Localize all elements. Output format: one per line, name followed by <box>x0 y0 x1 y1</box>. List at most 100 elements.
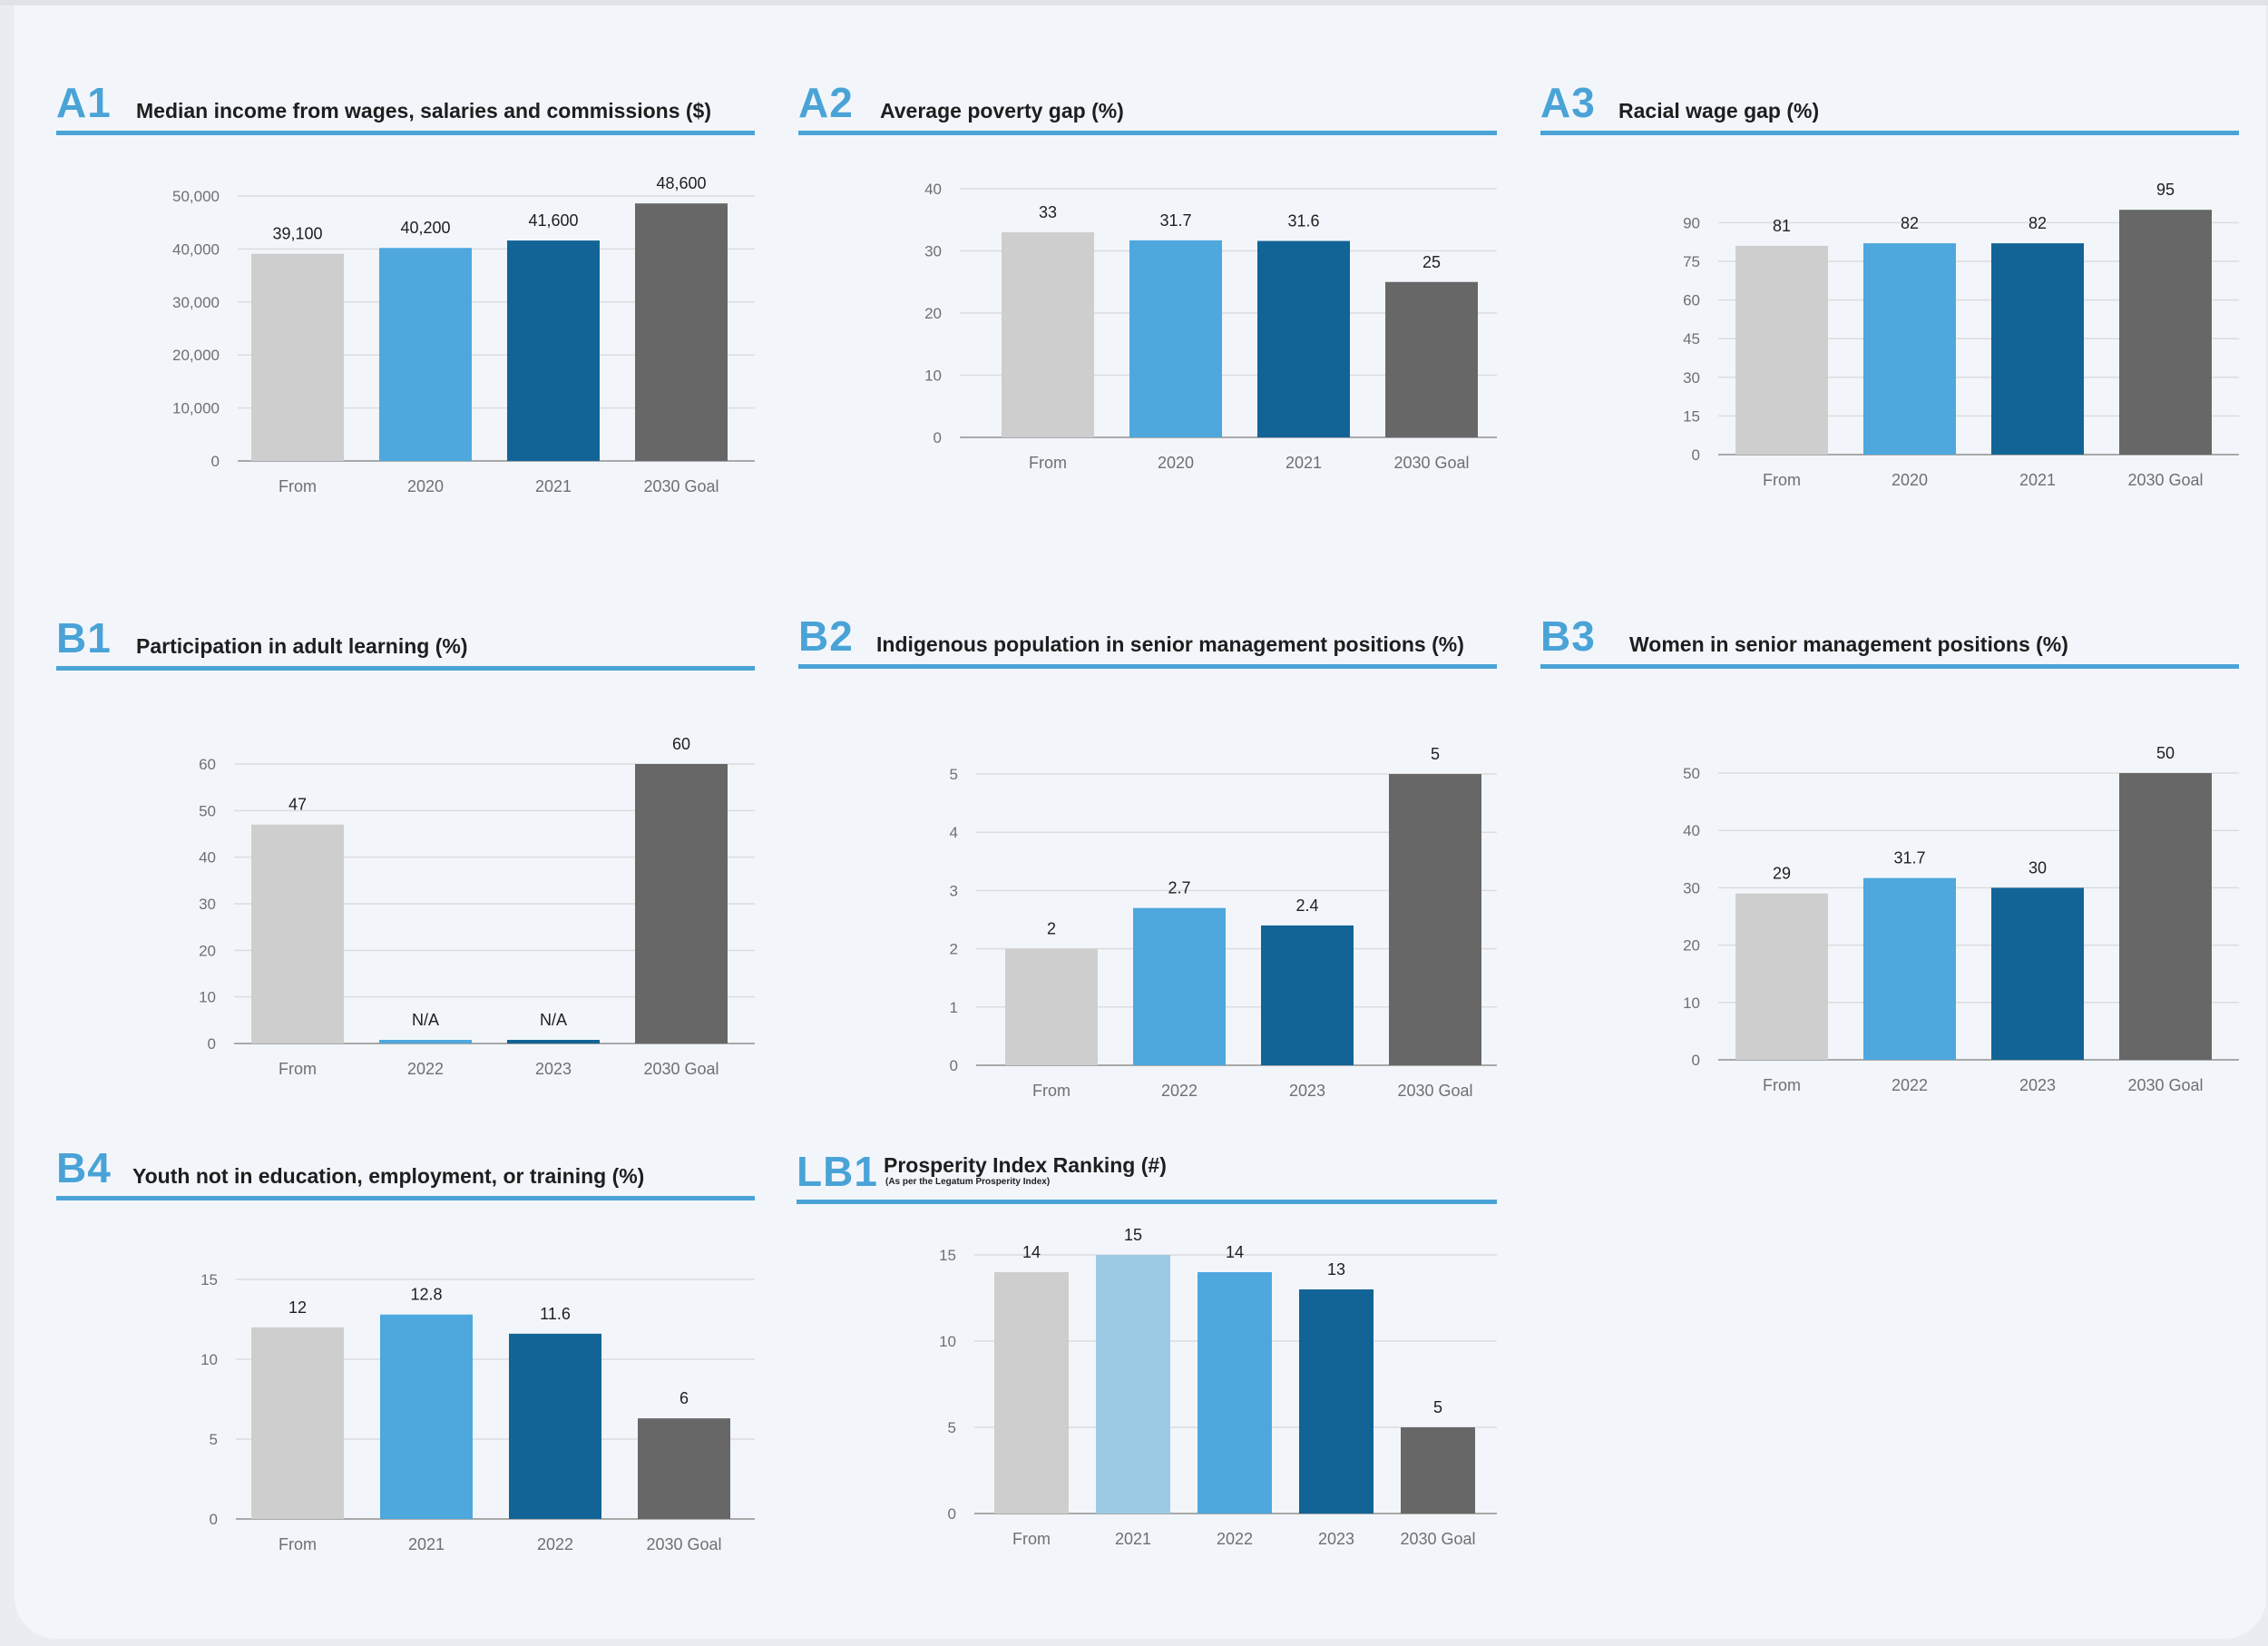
chart-title: Average poverty gap (%) <box>880 99 1124 122</box>
data-label: 12 <box>288 1298 307 1317</box>
y-tick-label: 20 <box>924 305 942 322</box>
data-label: N/A <box>412 1011 439 1029</box>
x-tick-label: 2023 <box>1289 1082 1325 1100</box>
y-tick-label: 40 <box>199 849 216 867</box>
bar <box>1991 887 2084 1060</box>
x-tick-label: 2030 Goal <box>2127 471 2203 489</box>
chart-plot: 0 1 2 3 4 5 2 From 2.7 2022 2.4 2023 5 2030 Goal <box>950 745 1497 1100</box>
y-tick-label: 45 <box>1683 330 1700 348</box>
y-tick-label: 5 <box>210 1431 218 1448</box>
top-strip <box>0 0 2268 5</box>
y-tick-label: 60 <box>199 756 216 773</box>
data-label: 14 <box>1022 1243 1041 1261</box>
x-tick-label: 2022 <box>1161 1082 1198 1100</box>
data-label: N/A <box>540 1011 567 1029</box>
y-tick-label: 10,000 <box>172 400 220 417</box>
x-tick-label: From <box>279 1060 317 1078</box>
y-tick-label: 30,000 <box>172 294 220 311</box>
chart-title: Racial wage gap (%) <box>1618 99 1820 122</box>
y-tick-label: 10 <box>199 989 216 1006</box>
chart-header: LB1 Prosperity Index Ranking (#) (As per… <box>797 1148 1497 1204</box>
chart-title: Women in senior management positions (%) <box>1629 632 2068 656</box>
data-label: 6 <box>679 1389 689 1407</box>
x-tick-label: 2020 <box>407 477 444 495</box>
bar <box>1261 925 1354 1065</box>
y-tick-label: 40 <box>1683 822 1700 839</box>
chart-title: Youth not in education, employment, or t… <box>132 1164 645 1188</box>
chart-card-b2: B2 Indigenous population in senior manag… <box>798 612 1497 1109</box>
chart-code: A2 <box>798 79 854 126</box>
y-tick-label: 20,000 <box>172 347 220 364</box>
chart-plot: 0 10 20 30 40 50 60 47 From N/A 2022 N/A 2023 60 2030 … <box>199 735 755 1078</box>
bar <box>1735 893 1828 1060</box>
data-label: 29 <box>1773 865 1791 883</box>
bar <box>635 764 728 1043</box>
data-label: 33 <box>1039 203 1057 221</box>
chart-card-a1: A1 Median income from wages, salaries an… <box>56 79 755 575</box>
chart-header: A2 Average poverty gap (%) <box>798 79 1497 135</box>
chart-header: B1 Participation in adult learning (%) <box>56 614 755 671</box>
chart-code: B4 <box>56 1144 112 1191</box>
chart-header: B4 Youth not in education, employment, o… <box>56 1144 755 1200</box>
bar <box>507 1040 600 1043</box>
bar <box>1096 1255 1170 1514</box>
y-tick-label: 10 <box>939 1333 956 1350</box>
bar <box>1257 240 1350 437</box>
bar <box>1401 1427 1475 1514</box>
bar <box>1005 948 1098 1065</box>
y-tick-label: 30 <box>1683 879 1700 896</box>
x-tick-label: 2021 <box>408 1535 445 1553</box>
bar <box>251 253 344 461</box>
bar <box>1735 245 1828 455</box>
x-tick-label: From <box>1012 1530 1051 1548</box>
x-tick-label: 2023 <box>535 1060 572 1078</box>
bar <box>380 1314 473 1519</box>
y-tick-label: 10 <box>200 1351 218 1368</box>
x-tick-label: 2021 <box>535 477 572 495</box>
data-label: 5 <box>1431 745 1440 763</box>
bar <box>1299 1289 1374 1514</box>
data-label: 31.7 <box>1893 849 1925 867</box>
x-tick-label: 2021 <box>2019 471 2056 489</box>
x-tick-label: From <box>1763 1076 1801 1094</box>
y-tick-label: 40 <box>924 181 942 198</box>
data-label: 11.6 <box>540 1305 571 1323</box>
chart-title: Indigenous population in senior manageme… <box>876 632 1464 656</box>
y-tick-label: 0 <box>950 1057 958 1074</box>
chart-card-b3: B3 Women in senior management positions … <box>1540 612 2239 1109</box>
y-tick-label: 75 <box>1683 253 1700 270</box>
data-label: 48,600 <box>656 174 706 192</box>
chart-code: A3 <box>1540 79 1596 126</box>
x-tick-label: 2030 Goal <box>1393 454 1469 472</box>
data-label: 95 <box>2156 181 2175 199</box>
x-tick-label: From <box>1763 471 1801 489</box>
data-label: 41,600 <box>528 211 578 230</box>
bar <box>1129 240 1222 437</box>
chart-plot: 0 15 30 45 60 75 90 81 From 82 2020 82 2021 95 2030 Go… <box>1683 181 2239 489</box>
data-label: 40,200 <box>400 219 450 237</box>
data-label: 82 <box>1901 214 1919 232</box>
data-label: 2.7 <box>1168 879 1190 897</box>
bar <box>251 824 344 1043</box>
y-tick-label: 30 <box>199 896 216 913</box>
bar <box>379 1040 472 1043</box>
x-tick-label: 2030 Goal <box>1397 1082 1472 1100</box>
chart-title: Median income from wages, salaries and c… <box>136 99 711 122</box>
data-label: 25 <box>1422 253 1441 271</box>
y-tick-label: 20 <box>1683 937 1700 955</box>
bar <box>1863 243 1956 455</box>
y-tick-label: 40,000 <box>172 240 220 258</box>
data-label: 31.7 <box>1159 211 1191 230</box>
data-label: 5 <box>1433 1398 1442 1416</box>
data-label: 60 <box>672 735 690 753</box>
bar <box>1991 243 2084 455</box>
data-label: 81 <box>1773 217 1791 235</box>
chart-code: B1 <box>56 614 112 661</box>
data-label: 2.4 <box>1295 896 1318 915</box>
y-tick-label: 4 <box>950 824 958 841</box>
bar <box>635 203 728 461</box>
chart-header: A1 Median income from wages, salaries an… <box>56 79 755 135</box>
x-tick-label: 2020 <box>1158 454 1194 472</box>
data-label: 14 <box>1226 1243 1244 1261</box>
bar <box>507 240 600 461</box>
